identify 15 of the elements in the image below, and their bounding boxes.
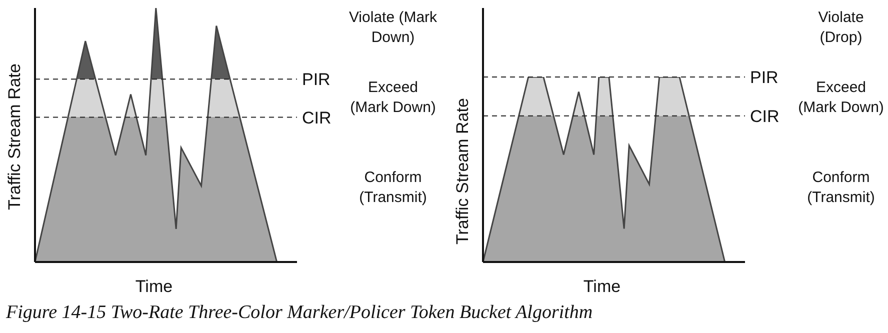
- ref-line-label: PIR: [750, 68, 778, 88]
- x-axis-title: Time: [583, 277, 621, 296]
- x-axis-title: Time: [135, 277, 173, 296]
- ref-line-label: CIR: [302, 108, 332, 128]
- text: Violate (Drop): [817, 8, 865, 48]
- text: Conform (Transmit): [358, 168, 428, 208]
- text: Figure 14-15 Two-Rate Three-Color Marker/Policer Token Bucket Algorithm: [6, 302, 593, 324]
- y-axis-title: Traffic Stream Rate: [453, 98, 472, 244]
- ref-line-label: PIR: [302, 70, 330, 90]
- ref-line-label: CIR: [750, 106, 780, 126]
- text: Exceed (Mark Down): [349, 78, 437, 118]
- text: Exceed (Mark Down): [797, 78, 885, 118]
- text: Violate (Mark Down): [348, 8, 438, 48]
- y-axis-title: Traffic Stream Rate: [5, 64, 24, 210]
- text: Conform (Transmit): [806, 168, 876, 208]
